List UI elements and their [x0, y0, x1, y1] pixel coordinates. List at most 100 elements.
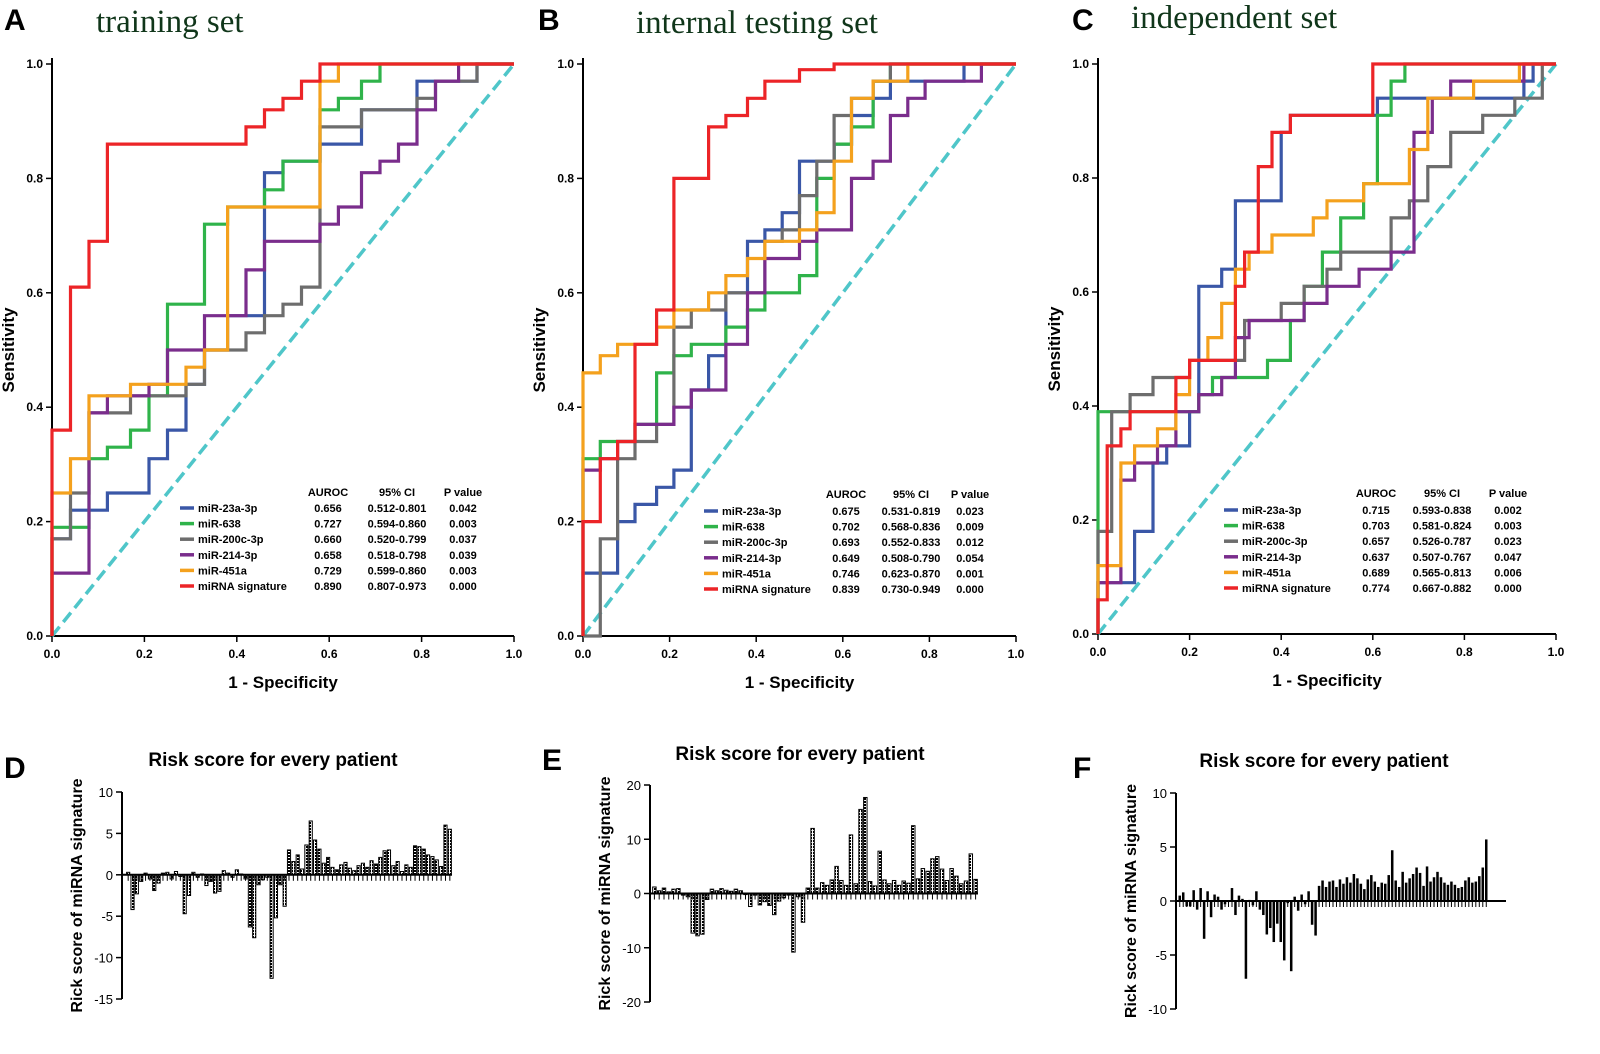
y-tick-label: 0.2	[26, 515, 43, 529]
roc-chart-training-set: training set 0.0 0.2 0.4 0.6 0.8 1.0 0.0 0.2 0.4 0…	[0, 4, 523, 692]
risk-bar	[1401, 871, 1404, 901]
x-tick-label: 0.4	[748, 647, 765, 661]
legend-header-ci: 95% CI	[379, 487, 415, 499]
legend-header-ci: 95% CI	[1424, 488, 1460, 500]
y-axis-label: Sensitivity	[530, 307, 549, 393]
x-tick-label: 0.0	[1090, 645, 1107, 659]
legend-auroc-value: 0.702	[832, 522, 860, 534]
risk-bar	[939, 868, 945, 895]
risk-bar	[1279, 901, 1283, 943]
risk-bar	[1429, 881, 1432, 901]
y-tick-label: -20	[622, 995, 641, 1010]
risk-bar	[695, 893, 700, 937]
legend-label-mir-451a: miR-451a	[722, 568, 772, 580]
legend-header-p-value: P value	[444, 487, 482, 499]
legend-auroc-value: 0.703	[1362, 521, 1390, 533]
risk-bar	[1282, 901, 1286, 961]
legend-p-value: 0.023	[1494, 536, 1522, 548]
risk-bar	[1453, 884, 1457, 901]
risk-bar	[1289, 901, 1293, 972]
risk-bar	[963, 880, 969, 895]
risk-bar	[1269, 901, 1272, 928]
risk-bar	[829, 879, 834, 895]
risk-bar	[1206, 891, 1209, 901]
risk-bar	[247, 874, 252, 928]
risk-bar	[1314, 901, 1317, 936]
risk-bar	[973, 878, 978, 895]
risk-bar	[1202, 901, 1206, 939]
legend-p-value: 0.042	[449, 503, 477, 515]
risk-bar	[321, 862, 326, 876]
legend-p-value: 0.006	[1494, 567, 1522, 579]
legend-p-value: 0.054	[956, 553, 984, 565]
y-tick-label: -5	[1155, 948, 1167, 963]
risk-bar	[1478, 876, 1481, 901]
legend-ci-value: 0.512-0.801	[368, 503, 427, 515]
risk-bar	[1474, 881, 1478, 901]
legend-auroc-value: 0.727	[314, 519, 342, 531]
risk-bar	[1356, 878, 1359, 901]
risk-bar	[944, 879, 950, 894]
panel-letter-d: D	[4, 752, 26, 785]
legend-label-mirna-signature: miRNA signature	[1242, 583, 1331, 595]
y-tick-label: 20	[627, 778, 641, 793]
roc-line-mir-214-3p	[581, 62, 1016, 636]
x-tick-label: 0.8	[921, 647, 938, 661]
risk-bar	[1446, 884, 1450, 901]
legend-auroc-value: 0.729	[314, 565, 342, 577]
y-tick-label: 10	[627, 832, 641, 847]
risk-bar	[1485, 839, 1488, 901]
y-tick-label: 0.4	[557, 400, 574, 414]
legend-ci-value: 0.581-0.824	[1413, 521, 1473, 533]
risk-bar	[386, 849, 392, 876]
y-tick-label: 0.8	[557, 171, 574, 185]
chart-title: Risk score for every patient	[1199, 751, 1449, 772]
risk-bar	[1415, 867, 1418, 901]
legend-ci-value: 0.730-0.949	[882, 584, 941, 596]
risk-bar	[395, 861, 400, 876]
legend-auroc-value: 0.637	[1362, 552, 1390, 564]
risk-bar	[439, 866, 444, 876]
legend-label-mir-451a: miR-451a	[1242, 567, 1292, 579]
risk-bar	[810, 827, 815, 895]
legend-label-mir-200c-3p: miR-200c-3p	[198, 534, 264, 546]
risk-score-chart-training: Risk score for every patient Rick score o…	[69, 750, 452, 1013]
risk-bar	[1324, 886, 1328, 901]
risk-bar	[295, 854, 300, 876]
y-axis-label: Sensitivity	[0, 307, 18, 393]
risk-bar	[863, 796, 868, 894]
risk-bar	[834, 865, 839, 895]
y-tick-label: 0.2	[557, 515, 574, 529]
y-axis-label: Rick score of miRNA signature	[1123, 784, 1140, 1018]
risk-bar	[1390, 850, 1394, 901]
risk-bar	[1338, 879, 1342, 901]
panel-letter-e: E	[542, 744, 562, 777]
risk-bar	[1293, 896, 1296, 901]
legend-label-mir-214-3p: miR-214-3p	[1242, 552, 1302, 564]
legend-p-value: 0.037	[449, 534, 477, 546]
risk-bar	[882, 879, 887, 895]
risk-bar	[1366, 879, 1370, 901]
legend-auroc-value: 0.657	[1362, 536, 1390, 548]
risk-bar	[356, 865, 361, 876]
risk-bar	[1192, 890, 1195, 901]
risk-bar	[867, 881, 873, 895]
y-axis-label: Sensitivity	[1045, 306, 1064, 392]
risk-bar	[819, 882, 825, 895]
risk-bar	[382, 850, 387, 876]
roc-line-mir-451a	[581, 62, 1016, 636]
roc-chart-independent-set: independent set 0.0 0.2 0.4 0.6 0.8 1.0 0.0 0.2 0…	[1045, 0, 1565, 690]
risk-bar	[1178, 895, 1181, 901]
x-tick-label: 1.0	[1008, 647, 1025, 661]
x-tick-label: 0.0	[44, 647, 61, 661]
y-tick-label: -15	[94, 992, 113, 1007]
risk-bar	[954, 875, 959, 895]
risk-bar	[858, 808, 863, 894]
y-tick-label: 5	[106, 826, 113, 841]
x-tick-label: 0.8	[1456, 645, 1473, 659]
risk-bar	[1370, 875, 1373, 901]
legend-label-mirna-signature: miRNA signature	[722, 584, 811, 596]
legend-auroc-value: 0.715	[1362, 505, 1390, 517]
legend-header-p-value: P value	[951, 489, 989, 501]
risk-score-chart-independent: Risk score for every patient Rick score o…	[1123, 751, 1506, 1018]
